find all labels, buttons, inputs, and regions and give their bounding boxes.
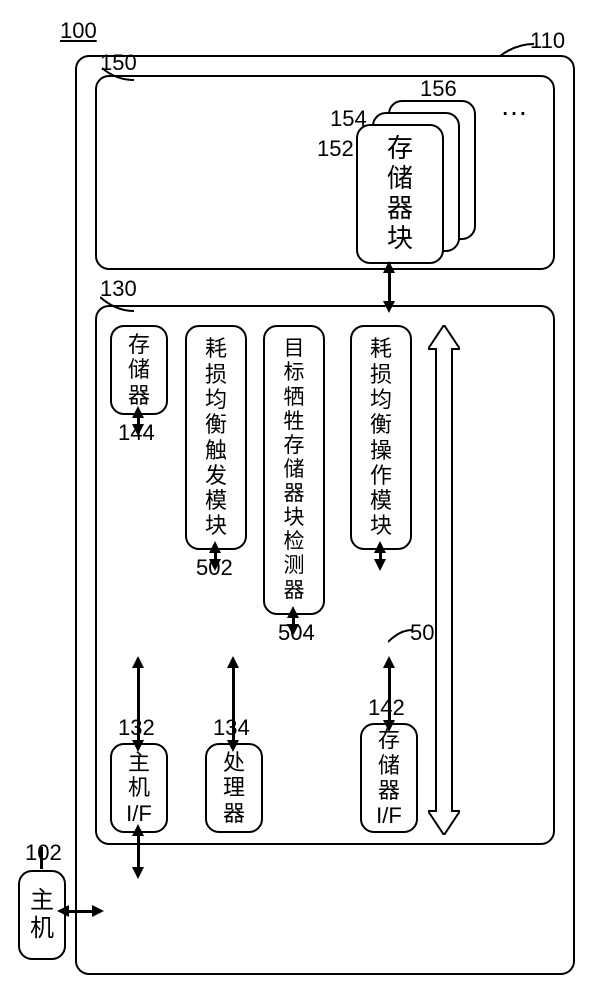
memblock-l0: 存 <box>387 134 413 164</box>
det-l9: 测 <box>284 554 305 578</box>
arrow-proc-bus-d <box>227 740 239 752</box>
mem-l2: 器 <box>128 383 150 408</box>
ref-host: 102 <box>25 842 62 864</box>
arrow-host-controller <box>66 910 94 913</box>
det-l4: 存 <box>284 434 305 458</box>
wlt-l4: 触 <box>205 438 227 463</box>
det-l6: 器 <box>284 482 305 506</box>
memblock-label: 存 储 器 块 <box>356 124 444 264</box>
wlt-l3: 衡 <box>205 412 227 437</box>
memblock-l2: 器 <box>387 194 413 224</box>
host-if-label: 主 机 I/F <box>110 743 168 833</box>
wlo-l0: 耗 <box>370 336 392 361</box>
wlt-l6: 模 <box>205 488 227 513</box>
proc-l2: 器 <box>223 801 245 826</box>
arrow-host-controller-l <box>57 905 69 917</box>
det-l7: 块 <box>284 506 305 530</box>
wl-op-label: 耗 损 均 衡 操 作 模 块 <box>350 325 412 550</box>
processor-label: 处 理 器 <box>205 743 263 833</box>
arrow-host-stub <box>40 847 43 869</box>
arrow-memif-bus-u <box>383 656 395 668</box>
leader-130 <box>100 295 136 313</box>
arrow-hostif-bus-d <box>132 740 144 752</box>
arrow-mem-bus-d <box>132 424 144 436</box>
leader-150 <box>102 66 136 82</box>
det-l8: 检 <box>284 530 305 554</box>
ref-block-152: 152 <box>317 138 354 160</box>
memif-l1: 储 <box>378 753 400 778</box>
memory-label: 存 储 器 <box>110 325 168 415</box>
wlt-l0: 耗 <box>205 336 227 361</box>
ref-mem-if: 142 <box>368 697 405 719</box>
detector-label: 目 标 牺 牲 存 储 器 块 检 测 器 <box>263 325 325 615</box>
ref-overall: 100 <box>60 20 97 42</box>
leader-506 <box>388 628 414 644</box>
arrow-memif-bus <box>388 666 391 722</box>
proc-l1: 理 <box>223 775 245 800</box>
host-label-1: 机 <box>30 915 54 943</box>
host-if-l2: I/F <box>126 801 152 826</box>
bus-arrow <box>428 325 460 835</box>
det-l1: 标 <box>284 361 305 385</box>
arrow-hostif-bus <box>137 666 140 742</box>
arrow-wlo-bus-u <box>374 541 386 553</box>
wlo-l4: 操 <box>370 438 392 463</box>
wl-trigger-label: 耗 损 均 衡 触 发 模 块 <box>185 325 247 550</box>
host-label-0: 主 <box>30 887 54 915</box>
memif-l2: 器 <box>378 778 400 803</box>
arrow-memif-storage <box>388 271 391 303</box>
arrow-proc-bus <box>232 666 235 742</box>
det-l10: 器 <box>284 579 305 603</box>
wlo-l5: 作 <box>370 463 392 488</box>
arrow-proc-bus-u <box>227 656 239 668</box>
mem-l1: 储 <box>128 357 150 382</box>
wlt-l2: 均 <box>205 387 227 412</box>
arrow-host-controller-r <box>92 905 104 917</box>
arrow-memif-bus-d <box>383 720 395 732</box>
proc-l0: 处 <box>223 750 245 775</box>
arrow-det-bus-u <box>287 606 299 618</box>
wlt-l7: 块 <box>205 513 227 538</box>
mem-if-label: 存 储 器 I/F <box>360 723 418 833</box>
arrow-mem-bus-u <box>132 406 144 418</box>
arrow-hostif-out <box>137 834 140 869</box>
wlo-l2: 均 <box>370 387 392 412</box>
arrow-hostif-out-d <box>132 867 144 879</box>
arrow-wlo-bus-d <box>374 559 386 571</box>
arrow-wlt-bus-u <box>209 541 221 553</box>
det-l5: 储 <box>284 458 305 482</box>
det-l0: 目 <box>284 337 305 361</box>
arrow-det-bus-d <box>287 624 299 636</box>
wlo-l1: 损 <box>370 362 392 387</box>
memif-l3: I/F <box>376 803 402 828</box>
leader-110 <box>498 42 538 64</box>
arrow-hostif-out-u <box>132 824 144 836</box>
arrow-memif-storage-d <box>383 301 395 313</box>
arrow-memif-storage-u <box>383 261 395 273</box>
host-if-l1: 机 <box>128 775 150 800</box>
memblock-l1: 储 <box>387 164 413 194</box>
mem-l0: 存 <box>128 332 150 357</box>
ellipsis: … <box>500 90 530 122</box>
memblock-l3: 块 <box>387 224 413 254</box>
wlo-l6: 模 <box>370 488 392 513</box>
wlt-l1: 损 <box>205 362 227 387</box>
det-l2: 牺 <box>284 386 305 410</box>
wlt-l5: 发 <box>205 463 227 488</box>
det-l3: 牲 <box>284 410 305 434</box>
arrow-hostif-bus-u <box>132 656 144 668</box>
ref-block-154: 154 <box>330 108 367 130</box>
storage-box <box>95 75 555 270</box>
wlo-l7: 块 <box>370 513 392 538</box>
host-if-l0: 主 <box>128 750 150 775</box>
arrow-wlt-bus-d <box>209 559 221 571</box>
figure-root: 100 110 主 机 102 130 150 存 储 器 块 152 154 … <box>0 0 599 1000</box>
ref-block-156: 156 <box>420 78 457 100</box>
wlo-l3: 衡 <box>370 412 392 437</box>
